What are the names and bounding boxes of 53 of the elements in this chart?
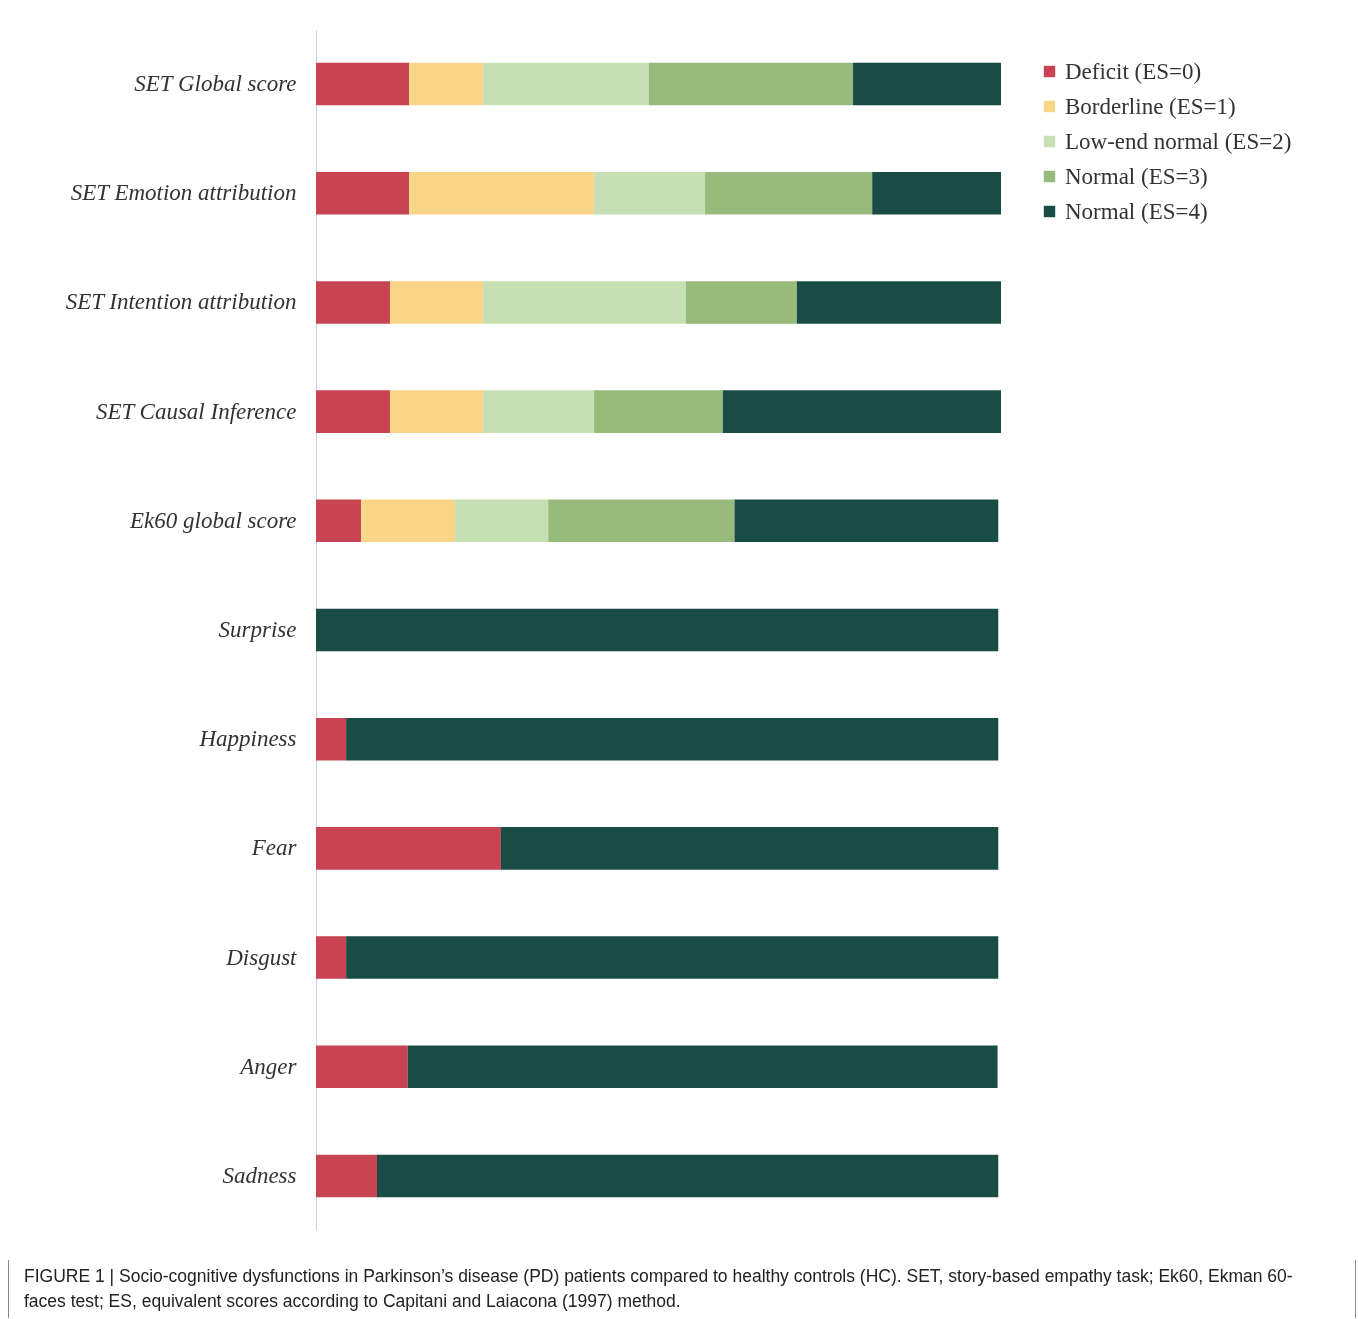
y-tick-label: SET Global score [134, 71, 297, 97]
legend-label: Deficit (ES=0) [1065, 58, 1202, 84]
y-tick-label: Happiness [198, 726, 297, 752]
bar [316, 281, 390, 324]
bar [722, 390, 1001, 433]
legend-label: Normal (ES=4) [1065, 198, 1208, 224]
bar [316, 171, 410, 215]
bar [853, 62, 1001, 106]
bar [483, 390, 595, 433]
y-tick-label: Sadness [222, 1162, 297, 1188]
y-tick-label: SET Causal Inference [95, 398, 297, 424]
bar [594, 171, 706, 215]
bar [316, 827, 501, 870]
bar [389, 390, 484, 433]
caption: FIGURE 1 | Socio-cognitive dysfunctions in Parkinson’s disease (PD) patients compared to healthy controls (HC). SET, story-based empathy task; Ek60, Ekman 60-faces test; ES, equivalent scores according to Capitani and Laiacona (1997) method. [24, 1265, 1294, 1313]
bar [872, 171, 1001, 215]
bar [685, 281, 797, 324]
bar [346, 717, 999, 761]
y-tick-label: Surprise [218, 617, 297, 642]
bar [376, 1154, 999, 1198]
bar [409, 171, 595, 215]
bar [316, 62, 410, 106]
bar [705, 171, 873, 215]
bar [316, 1154, 377, 1198]
bar [316, 390, 390, 433]
bar [316, 499, 362, 543]
bar [594, 390, 723, 433]
legend-label: Low-end normal (ES=2) [1065, 128, 1292, 154]
bar [500, 827, 999, 870]
y-tick-label: Anger [238, 1053, 298, 1079]
bar [796, 281, 1001, 324]
bar [316, 608, 999, 652]
bar [409, 62, 484, 106]
y-tick-label: Ek60 global score [128, 507, 297, 533]
bar [316, 717, 347, 761]
y-tick-label: Disgust [225, 944, 298, 970]
bar [316, 1045, 408, 1089]
bar [734, 499, 999, 543]
bar [316, 936, 347, 979]
y-tick-label: SET Emotion attribution [70, 180, 297, 206]
legend-label: Normal (ES=3) [1065, 163, 1208, 189]
bar [407, 1045, 998, 1089]
y-tick-label: SET Intention attribution [65, 289, 297, 315]
bar [455, 499, 549, 543]
bar [346, 936, 999, 979]
y-tick-label: Fear [250, 835, 298, 861]
bar [648, 62, 854, 106]
bar [483, 62, 649, 106]
bar [483, 281, 686, 324]
legend-label: Borderline (ES=1) [1065, 93, 1236, 119]
bar [361, 499, 456, 543]
bar [389, 281, 484, 324]
bar [548, 499, 735, 543]
